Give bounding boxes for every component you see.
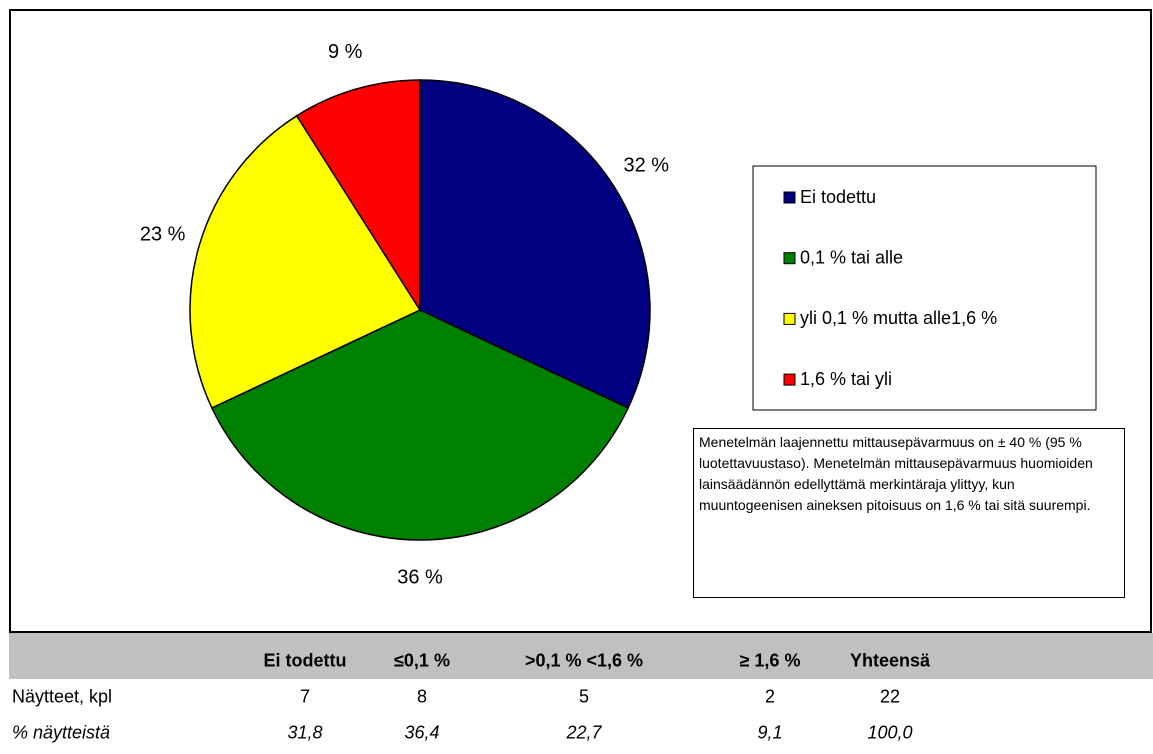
pie-slice [419, 79, 651, 409]
table-cell: 36,4 [404, 722, 440, 743]
column-header: Yhteensä [849, 650, 931, 671]
row-label: % näytteistä [12, 722, 111, 743]
pie-slice [189, 114, 422, 409]
legend-swatch [783, 373, 796, 386]
column-header: >0,1 % <1,6 % [524, 650, 644, 671]
legend-label: yli 0,1 % mutta alle1,6 % [800, 308, 997, 328]
table-cell: 5 [578, 686, 590, 707]
chart-frame [9, 9, 1152, 633]
table-header-bg [9, 633, 1153, 679]
column-header: ≥ 1,6 % [739, 650, 801, 671]
legend-box [752, 165, 1097, 411]
data-label: 23 % [140, 224, 186, 246]
legend-label: 0,1 % tai alle [800, 247, 903, 267]
table-cell: 2 [764, 686, 776, 707]
table-cell: 8 [416, 686, 428, 707]
legend-swatch [783, 312, 796, 325]
annotation: Menetelmän laajennettu mittausepävarmuus… [693, 428, 1125, 598]
legend-swatch [783, 252, 796, 265]
legend-swatch [783, 191, 796, 204]
pie-slice [295, 79, 421, 313]
data-label: 36 % [397, 566, 443, 588]
column-header: ≤0,1 % [394, 650, 450, 671]
legend-label: 1,6 % tai yli [800, 369, 892, 389]
data-label: 32 % [623, 155, 669, 177]
pie-slice [210, 309, 630, 541]
data-label: 9 % [328, 41, 363, 63]
row-label: Näytteet, kpl [12, 686, 113, 707]
table-cell: 22 [879, 686, 901, 707]
legend-label: Ei todettu [800, 187, 876, 207]
table-cell: 100,0 [867, 722, 913, 743]
table-cell: 31,8 [287, 722, 323, 743]
table-cell: 9,1 [757, 722, 783, 743]
table-cell: 7 [299, 686, 311, 707]
column-header: Ei todettu [263, 650, 347, 671]
table-cell: 22,7 [566, 722, 602, 743]
